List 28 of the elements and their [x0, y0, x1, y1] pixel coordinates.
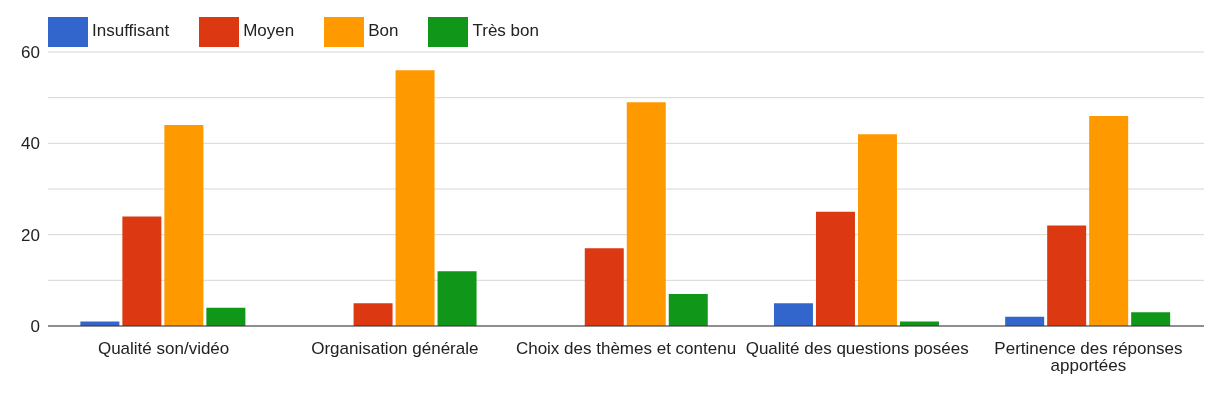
x-tick-label: Qualité son/vidéo	[97, 339, 230, 359]
bar	[1131, 312, 1171, 326]
bar	[857, 134, 897, 326]
x-tick-label: Qualité des questions posées	[745, 339, 969, 359]
bar	[395, 70, 435, 326]
legend-label: Bon	[368, 21, 399, 41]
bar	[1089, 115, 1129, 326]
y-tick-label: 40	[21, 134, 40, 154]
bar	[206, 307, 246, 326]
x-tick-label: Pertinence des réponses apportées	[994, 339, 1183, 376]
x-tick-label: Organisation générale	[311, 339, 479, 359]
bar	[668, 294, 708, 326]
bar	[122, 216, 162, 326]
y-tick-label: 60	[21, 43, 40, 63]
bar	[773, 303, 813, 326]
bar	[815, 211, 855, 326]
legend-label: Insuffisant	[92, 21, 170, 41]
bar	[626, 102, 666, 326]
bar	[584, 248, 624, 326]
bar	[1047, 225, 1087, 326]
bar	[437, 271, 477, 326]
legend-label: Moyen	[243, 21, 295, 41]
bar	[353, 303, 393, 326]
y-tick-label: 0	[30, 317, 40, 337]
bar	[164, 125, 204, 326]
y-tick-label: 20	[21, 225, 40, 245]
x-tick-label: Choix des thèmes et contenu	[515, 339, 737, 359]
legend-label: Très bon	[472, 21, 539, 41]
